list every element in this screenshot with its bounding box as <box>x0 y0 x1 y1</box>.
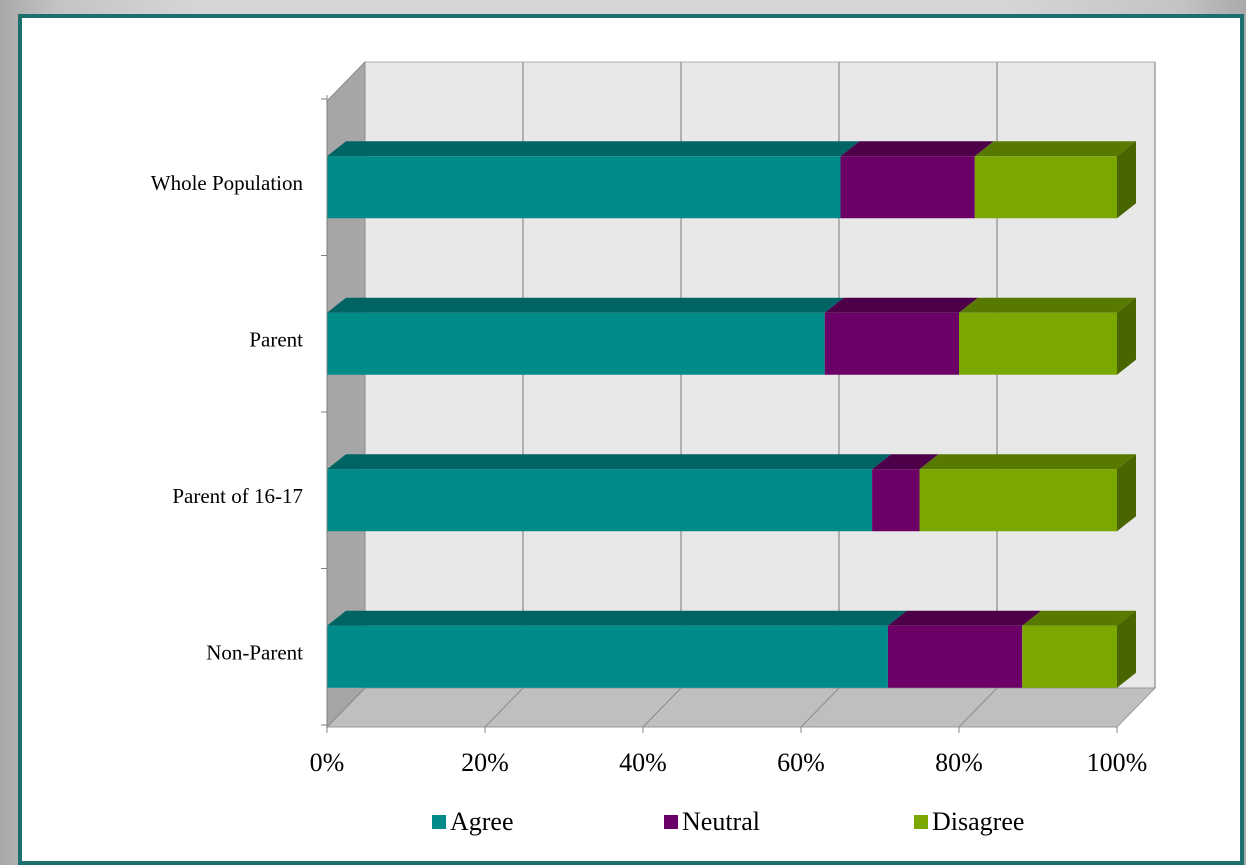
stacked-bar-chart: Whole Population Parent Parent of 16-17 Non… <box>151 60 1157 836</box>
bar-neutral-2 <box>872 469 920 532</box>
floor <box>325 687 1157 728</box>
bar-disagree-2 <box>919 469 1117 532</box>
bar-agree-1 <box>327 312 825 375</box>
bar-disagree-2-top <box>919 454 1136 470</box>
category-label-3: Non-Parent <box>206 641 303 665</box>
floor-gridline-0 <box>326 687 366 728</box>
legend: Agree Neutral Disagree <box>432 807 1024 836</box>
value-axis: 0% 20% 40% 60% 80% 100% <box>310 727 1148 777</box>
value-tick-label-4: 80% <box>935 748 983 777</box>
value-tick-label-0: 0% <box>310 748 345 777</box>
legend-label-neutral: Neutral <box>682 807 760 836</box>
bar-disagree-3-top <box>1022 610 1136 626</box>
bars <box>327 141 1136 688</box>
bar-neutral-3 <box>887 625 1023 688</box>
bar-neutral-2-top <box>872 454 939 470</box>
bar-group-1 <box>327 297 1136 375</box>
bar-neutral-1 <box>824 312 959 375</box>
floor-gridline-80 <box>958 687 998 728</box>
bar-agree-0-top <box>327 141 860 157</box>
bar-neutral-0 <box>840 156 975 219</box>
bar-agree-0 <box>327 156 841 219</box>
bar-agree-3 <box>327 625 888 688</box>
category-axis: Whole Population Parent Parent of 16-17 Non… <box>151 95 328 727</box>
value-tick-label-5: 100% <box>1087 748 1148 777</box>
floor-gridline-60 <box>800 687 840 728</box>
bar-disagree-1 <box>959 312 1117 375</box>
bar-group-2 <box>327 454 1136 532</box>
floor-gridline-40 <box>642 687 682 728</box>
bar-agree-2-top <box>327 454 892 470</box>
legend-label-agree: Agree <box>450 807 514 836</box>
bar-neutral-0-top <box>840 141 994 157</box>
legend-swatch-neutral <box>664 815 678 829</box>
category-label-1: Parent <box>249 328 303 352</box>
value-tick-label-3: 60% <box>777 748 825 777</box>
bar-neutral-1-top <box>824 297 978 313</box>
bar-agree-3-top <box>327 610 907 626</box>
bar-group-0 <box>327 141 1136 219</box>
bar-disagree-3-side <box>1117 610 1136 688</box>
bar-disagree-1-side <box>1117 297 1136 375</box>
bar-disagree-0 <box>974 156 1117 219</box>
bar-agree-1-top <box>327 297 844 313</box>
category-label-2: Parent of 16-17 <box>172 484 303 508</box>
bar-neutral-3-top <box>887 610 1042 626</box>
bar-disagree-2-side <box>1117 454 1136 532</box>
floor-gridline-20 <box>484 687 524 728</box>
legend-swatch-agree <box>432 815 446 829</box>
bar-disagree-1-top <box>959 297 1136 313</box>
legend-swatch-disagree <box>914 815 928 829</box>
bar-disagree-0-top <box>974 141 1136 157</box>
chart-frame: Whole Population Parent Parent of 16-17 Non… <box>18 14 1244 865</box>
legend-label-disagree: Disagree <box>932 807 1024 836</box>
bar-disagree-3 <box>1022 625 1117 688</box>
value-tick-label-2: 40% <box>619 748 667 777</box>
bar-agree-2 <box>327 469 873 532</box>
category-label-0: Whole Population <box>151 171 304 195</box>
bar-disagree-0-side <box>1117 141 1136 219</box>
bar-group-3 <box>327 610 1136 688</box>
value-tick-label-1: 20% <box>461 748 509 777</box>
